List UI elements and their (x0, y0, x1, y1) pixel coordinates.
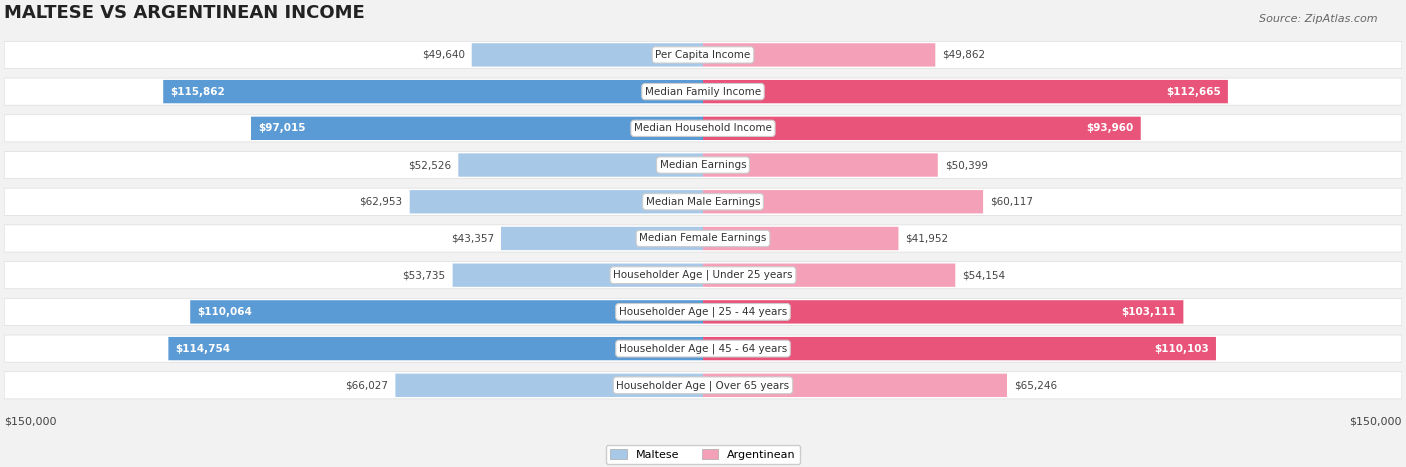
FancyBboxPatch shape (4, 151, 1402, 178)
Text: Source: ZipAtlas.com: Source: ZipAtlas.com (1260, 14, 1378, 24)
Text: $50,399: $50,399 (945, 160, 988, 170)
Text: Median Female Earnings: Median Female Earnings (640, 234, 766, 243)
Text: Median Family Income: Median Family Income (645, 86, 761, 97)
Text: $53,735: $53,735 (402, 270, 446, 280)
FancyBboxPatch shape (190, 300, 703, 324)
Text: Householder Age | Under 25 years: Householder Age | Under 25 years (613, 270, 793, 280)
Text: $60,117: $60,117 (990, 197, 1033, 207)
Text: MALTESE VS ARGENTINEAN INCOME: MALTESE VS ARGENTINEAN INCOME (4, 4, 366, 22)
Text: $110,103: $110,103 (1154, 344, 1209, 354)
Text: Per Capita Income: Per Capita Income (655, 50, 751, 60)
FancyBboxPatch shape (4, 262, 1402, 289)
FancyBboxPatch shape (4, 188, 1402, 215)
FancyBboxPatch shape (4, 372, 1402, 399)
Text: Median Household Income: Median Household Income (634, 123, 772, 133)
FancyBboxPatch shape (703, 80, 1227, 103)
FancyBboxPatch shape (703, 374, 1007, 397)
Text: $49,640: $49,640 (422, 50, 465, 60)
FancyBboxPatch shape (703, 337, 1216, 360)
Text: $115,862: $115,862 (170, 86, 225, 97)
FancyBboxPatch shape (4, 335, 1402, 362)
FancyBboxPatch shape (409, 190, 703, 213)
FancyBboxPatch shape (703, 190, 983, 213)
Text: $66,027: $66,027 (346, 380, 388, 390)
Text: $93,960: $93,960 (1087, 123, 1133, 133)
FancyBboxPatch shape (703, 300, 1184, 324)
FancyBboxPatch shape (458, 153, 703, 177)
FancyBboxPatch shape (163, 80, 703, 103)
FancyBboxPatch shape (703, 117, 1140, 140)
FancyBboxPatch shape (4, 41, 1402, 69)
Text: $52,526: $52,526 (408, 160, 451, 170)
FancyBboxPatch shape (453, 263, 703, 287)
Text: $114,754: $114,754 (176, 344, 231, 354)
Text: $110,064: $110,064 (197, 307, 252, 317)
Text: $41,952: $41,952 (905, 234, 949, 243)
Text: Median Male Earnings: Median Male Earnings (645, 197, 761, 207)
Text: $62,953: $62,953 (360, 197, 402, 207)
Text: Householder Age | 45 - 64 years: Householder Age | 45 - 64 years (619, 343, 787, 354)
FancyBboxPatch shape (703, 263, 955, 287)
Text: $103,111: $103,111 (1122, 307, 1177, 317)
Text: $43,357: $43,357 (451, 234, 494, 243)
Text: $54,154: $54,154 (962, 270, 1005, 280)
FancyBboxPatch shape (501, 227, 703, 250)
FancyBboxPatch shape (472, 43, 703, 67)
FancyBboxPatch shape (4, 225, 1402, 252)
Legend: Maltese, Argentinean: Maltese, Argentinean (606, 445, 800, 464)
Text: Median Earnings: Median Earnings (659, 160, 747, 170)
FancyBboxPatch shape (4, 298, 1402, 325)
Text: Householder Age | 25 - 44 years: Householder Age | 25 - 44 years (619, 307, 787, 317)
FancyBboxPatch shape (4, 78, 1402, 105)
Text: $65,246: $65,246 (1014, 380, 1057, 390)
FancyBboxPatch shape (703, 227, 898, 250)
FancyBboxPatch shape (395, 374, 703, 397)
Text: $112,665: $112,665 (1166, 86, 1220, 97)
FancyBboxPatch shape (252, 117, 703, 140)
Text: Householder Age | Over 65 years: Householder Age | Over 65 years (616, 380, 790, 390)
FancyBboxPatch shape (4, 115, 1402, 142)
Text: $97,015: $97,015 (259, 123, 305, 133)
FancyBboxPatch shape (169, 337, 703, 360)
Text: $150,000: $150,000 (1350, 417, 1402, 426)
Text: $49,862: $49,862 (942, 50, 986, 60)
FancyBboxPatch shape (703, 43, 935, 67)
Text: $150,000: $150,000 (4, 417, 56, 426)
FancyBboxPatch shape (703, 153, 938, 177)
